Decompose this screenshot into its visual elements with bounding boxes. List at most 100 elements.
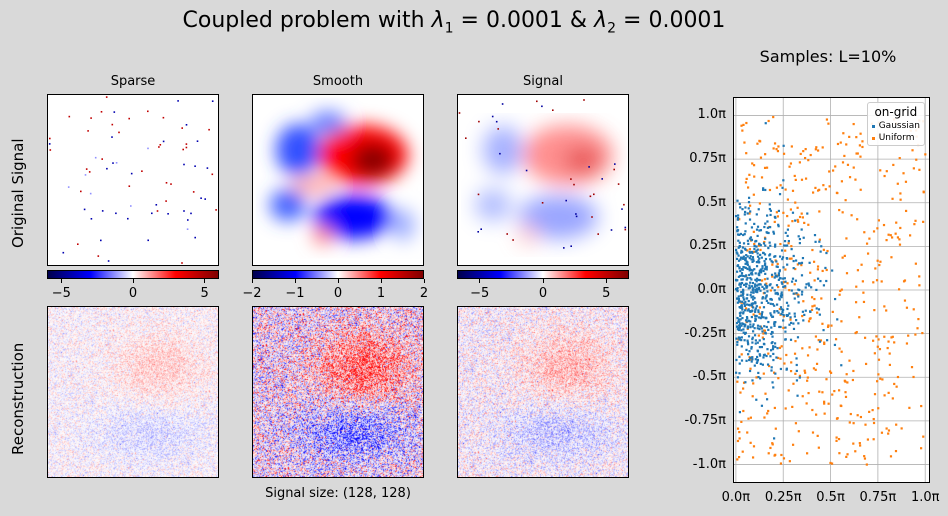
gaussian-point: [744, 248, 747, 251]
gaussian-point: [790, 248, 793, 251]
gaussian-point: [737, 246, 740, 249]
gaussian-point: [743, 233, 746, 236]
uniform-point: [782, 152, 786, 155]
gaussian-point: [789, 316, 792, 319]
legend-label-gaussian: Gaussian: [878, 121, 920, 131]
gaussian-point: [806, 212, 809, 215]
gaussian-point: [738, 362, 741, 365]
gaussian-point: [748, 265, 751, 268]
gaussian-point: [772, 358, 775, 362]
gaussian-point: [750, 346, 753, 349]
gaussian-point: [760, 301, 763, 304]
uniform-point: [794, 201, 797, 204]
uniform-point: [811, 248, 814, 252]
gaussian-point: [739, 258, 742, 261]
y-tick-label: -0.25π: [684, 325, 726, 341]
gaussian-point: [767, 301, 770, 305]
uniform-point: [872, 339, 875, 342]
uniform-point: [821, 269, 824, 273]
sparse-spike: [112, 162, 114, 164]
gaussian-point: [804, 309, 807, 312]
uniform-point: [852, 122, 855, 126]
uniform-point: [845, 237, 848, 240]
uniform-point: [782, 211, 785, 214]
uniform-point: [780, 345, 783, 348]
gaussian-point: [758, 242, 761, 245]
gaussian-point: [736, 264, 739, 268]
gaussian-point: [765, 316, 768, 319]
signal-spike: [589, 195, 592, 198]
gaussian-point: [776, 265, 779, 269]
gaussian-point: [754, 358, 757, 361]
signal-spike: [497, 128, 499, 130]
uniform-point: [778, 307, 781, 311]
gaussian-point: [741, 308, 744, 311]
gaussian-point: [766, 220, 769, 223]
uniform-point: [741, 450, 744, 453]
uniform-point: [816, 189, 820, 192]
uniform-point: [881, 378, 884, 381]
signal-size-label: Signal size: (128, 128): [265, 486, 411, 501]
uniform-point: [854, 301, 858, 304]
gaussian-point: [759, 317, 762, 320]
sparse-spike: [115, 162, 118, 164]
gaussian-point: [739, 294, 742, 297]
uniform-point: [921, 331, 924, 335]
uniform-point: [868, 237, 871, 240]
uniform-point: [859, 155, 862, 158]
uniform-point: [767, 352, 770, 355]
signal-spike: [478, 120, 480, 123]
gaussian-point: [750, 278, 753, 281]
uniform-point: [887, 432, 890, 435]
gaussian-point: [762, 306, 766, 309]
gaussian-point: [801, 310, 804, 313]
uniform-point: [878, 348, 882, 351]
gaussian-point: [772, 232, 776, 235]
uniform-point: [840, 350, 843, 353]
gaussian-point: [741, 246, 744, 249]
gaussian-point: [735, 251, 738, 254]
uniform-point: [753, 242, 756, 246]
uniform-point: [758, 306, 762, 309]
uniform-point: [859, 132, 862, 135]
gaussian-point: [759, 325, 762, 328]
gaussian-point: [735, 257, 739, 260]
gaussian-point: [746, 293, 749, 296]
sparse-spike: [84, 174, 87, 176]
sparse-spike: [147, 239, 149, 242]
recon-smooth-noise: [253, 307, 423, 477]
uniform-point: [883, 335, 886, 338]
colorbar-tick-label: 2: [419, 286, 429, 301]
gaussian-point: [763, 263, 767, 267]
uniform-point: [836, 142, 840, 146]
uniform-point: [742, 381, 746, 384]
uniform-point: [796, 263, 799, 266]
gaussian-point: [764, 188, 767, 192]
gaussian-point: [759, 229, 763, 232]
sparse-spike: [128, 185, 131, 187]
gaussian-point: [744, 285, 748, 288]
uniform-point: [905, 342, 909, 345]
gaussian-point: [738, 372, 741, 375]
gaussian-point: [745, 316, 749, 319]
gaussian-point: [771, 348, 775, 351]
gaussian-point: [792, 267, 795, 270]
sparse-spike: [211, 173, 214, 176]
uniform-point: [787, 389, 790, 392]
gaussian-point: [754, 317, 757, 320]
uniform-point: [774, 427, 777, 430]
uniform-point: [797, 430, 800, 433]
gaussian-point: [769, 298, 772, 301]
uniform-point: [823, 400, 826, 403]
signal-spike: [570, 178, 572, 180]
uniform-point: [872, 421, 876, 425]
gaussian-point: [776, 347, 779, 350]
uniform-point: [859, 188, 862, 191]
gaussian-point: [782, 144, 785, 147]
gaussian-point: [735, 322, 739, 325]
gaussian-point: [761, 267, 764, 270]
uniform-point: [764, 153, 767, 156]
uniform-point: [838, 293, 841, 296]
gaussian-point: [786, 314, 790, 317]
gaussian-point: [746, 277, 749, 280]
